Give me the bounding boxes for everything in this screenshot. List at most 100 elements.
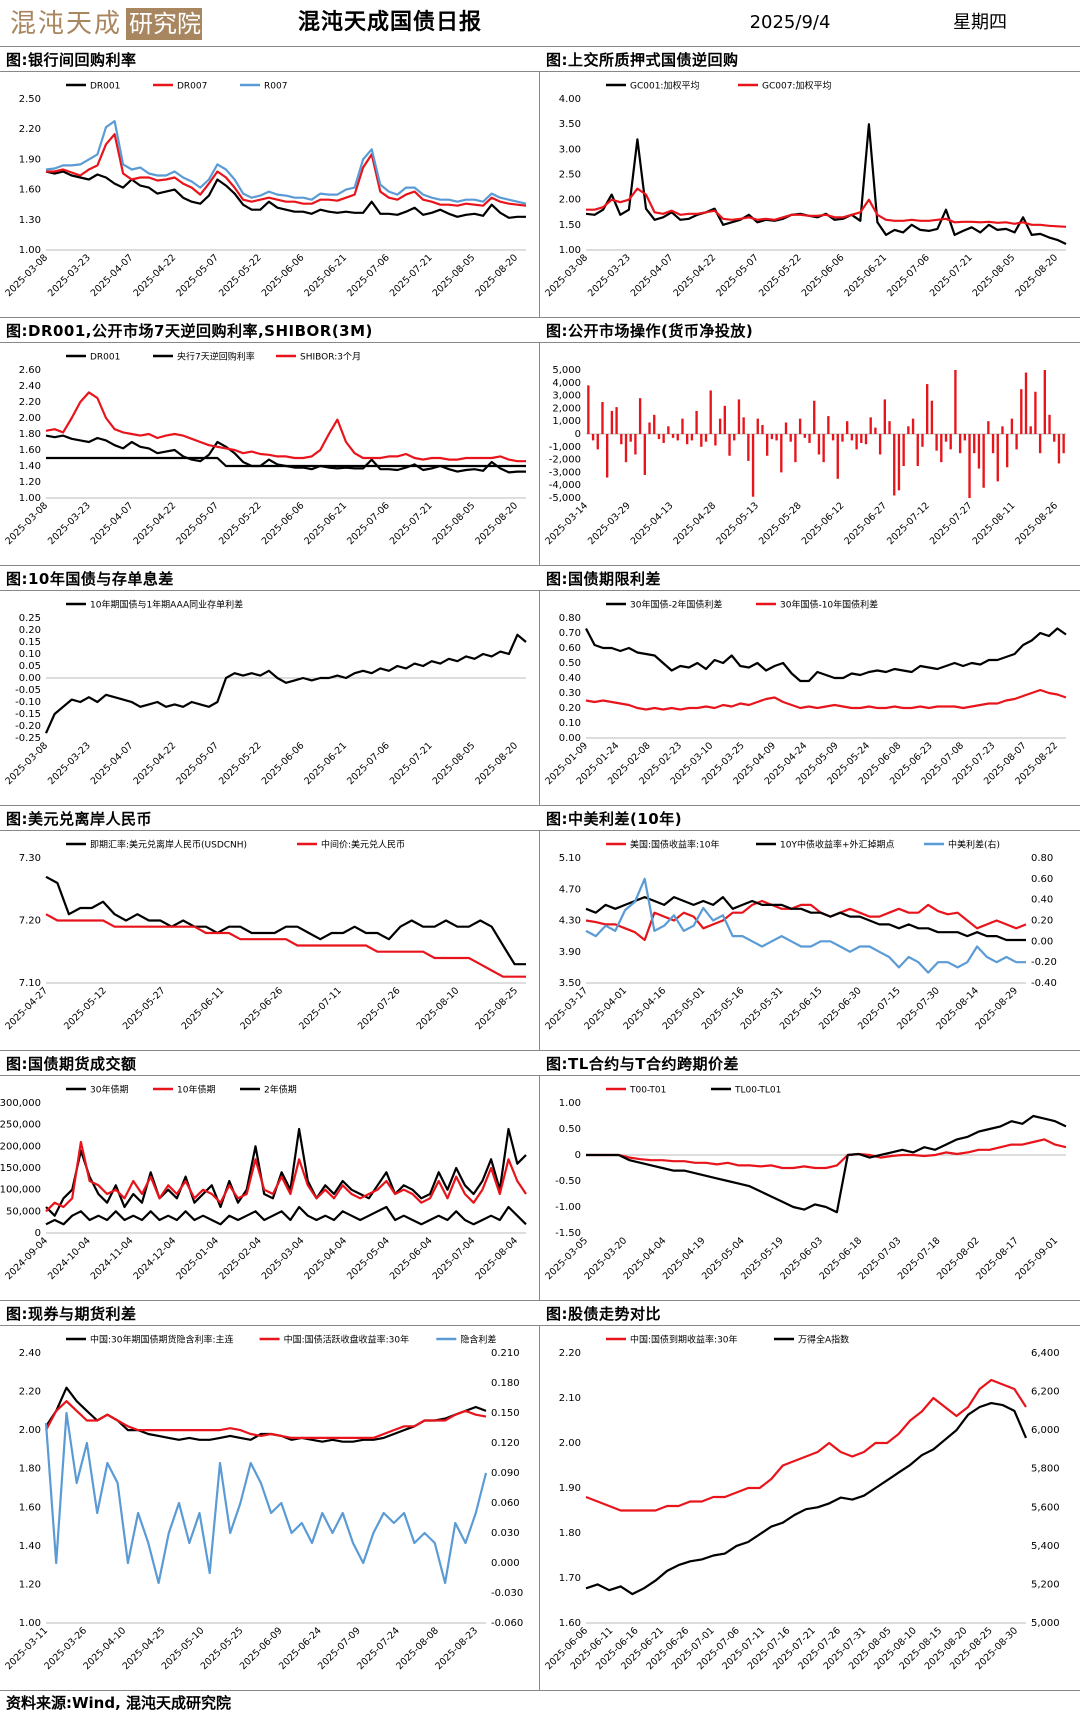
bar xyxy=(657,434,661,440)
x-tick-label: 2025-03-08 xyxy=(3,500,50,547)
legend-label: 即期汇率:美元兑离岸人民币(USDCNH) xyxy=(90,839,247,851)
y2-tick-label: 5,200 xyxy=(1031,1579,1060,1590)
chart-panel: 图:TL合约与T合约跨期价差 1.00 0.50 0 -0.50 -1.00 -1.50 20… xyxy=(540,1050,1080,1300)
y-tick-label: -0.05 xyxy=(15,685,41,696)
bar xyxy=(700,434,703,447)
chart-canvas: 2.40 2.20 2.00 1.80 1.60 1.40 1.20 1.00 0.210 0.1… xyxy=(3,1334,523,1673)
chart-canvas: 1.000.500-0.50-1.00-1.502025-03-052025-0… xyxy=(543,1086,1067,1282)
y-tick-label: 2.50 xyxy=(19,94,41,105)
y-tick-label: 1.80 xyxy=(19,429,41,440)
bar xyxy=(606,434,609,478)
y-tick-label: 1.00 xyxy=(19,245,41,256)
legend-label: 30年债期 xyxy=(90,1084,128,1096)
bar xyxy=(1001,426,1004,434)
x-tick-label: 2025-07-12 xyxy=(885,500,932,547)
legend-label: 中国:国债到期收益率:30年 xyxy=(630,1334,738,1346)
x-tick-label: 2025-04-04 xyxy=(302,1235,349,1282)
legend-label: 10年债期 xyxy=(177,1084,215,1096)
x-tick-label: 2025-04-07 xyxy=(89,740,136,787)
chart-title: 图:公开市场操作(货币净投放) xyxy=(540,317,1080,343)
y-tick-label: 7.20 xyxy=(19,916,41,927)
bar xyxy=(907,426,910,434)
x-tick-label: 2025-07-04 xyxy=(431,1235,478,1282)
report-header: 混沌天成 研究院 混沌天成国债日报 2025/9/4 星期四 xyxy=(0,0,1080,47)
x-tick-label: 2025-05-04 xyxy=(345,1235,392,1282)
bar xyxy=(841,434,844,442)
y-tick-label: 2.00 xyxy=(559,1438,581,1449)
x-tick-label: 2025-04-27 xyxy=(3,985,50,1032)
x-tick-label: 2025-08-20 xyxy=(473,740,520,787)
bar xyxy=(1020,389,1023,434)
y-tick-label: 1.00 xyxy=(559,245,581,256)
x-tick-label: 2025-08-10 xyxy=(415,985,462,1032)
legend-label: 10Y中债收益率+外汇掉期点 xyxy=(780,839,895,851)
bar xyxy=(747,434,750,461)
y-tick-label: 1.00 xyxy=(19,493,41,504)
chart-title: 图:国债期货成交额 xyxy=(0,1050,540,1076)
y-tick-label: 2.20 xyxy=(19,397,41,408)
y-tick-label: 7.30 xyxy=(19,853,41,864)
series-line xyxy=(585,688,1067,711)
x-tick-label: 2025-03-23 xyxy=(46,252,93,299)
legend-label: T00-T01 xyxy=(629,1086,666,1096)
y-tick-label: 0.00 xyxy=(559,733,581,744)
bar xyxy=(601,402,604,434)
x-tick-label: 2025-06-04 xyxy=(388,1235,435,1282)
x-tick-label: 2025-05-22 xyxy=(757,252,804,299)
bar xyxy=(1038,434,1042,454)
y-tick-label: -0.20 xyxy=(15,721,41,732)
y-tick-label: 2.20 xyxy=(559,1348,581,1359)
y-tick-label: -5,000 xyxy=(549,493,581,504)
x-tick-label: 2025-08-05 xyxy=(431,740,478,787)
y-tick-label: 2.20 xyxy=(19,124,41,135)
bar xyxy=(869,417,872,434)
x-tick-label: 2025-04-22 xyxy=(131,500,178,547)
bar xyxy=(761,425,764,434)
x-tick-label: 2025-05-07 xyxy=(174,500,221,547)
x-tick-label: 2025-06-06 xyxy=(800,252,847,299)
x-tick-label: 2025-07-26 xyxy=(356,985,403,1032)
series-line xyxy=(46,133,527,207)
y2-tick-label: 6,000 xyxy=(1031,1425,1060,1436)
y-tick-label: 3.50 xyxy=(559,978,581,989)
bar xyxy=(831,434,835,441)
y-tick-label: -1.50 xyxy=(555,1228,581,1239)
legend-label: 美国:国债收益率:10年 xyxy=(630,839,720,851)
logo-seal-text: 研究院 xyxy=(129,10,201,38)
y-tick-label: 0.20 xyxy=(559,703,581,714)
bar xyxy=(587,385,590,434)
y-tick-label: 1.50 xyxy=(559,220,581,231)
series-line xyxy=(585,877,1026,974)
y-tick-label: 1,000 xyxy=(552,416,581,427)
bar xyxy=(813,400,816,434)
y-tick-label: 100,000 xyxy=(0,1185,41,1196)
bar xyxy=(634,434,637,455)
x-tick-label: 2025-01-04 xyxy=(174,1235,221,1282)
chart-canvas: 4.003.503.002.502.001.501.002025-03-0820… xyxy=(543,80,1067,299)
y-tick-label: 2.60 xyxy=(19,365,41,376)
y-tick-label: 0.50 xyxy=(559,1124,581,1135)
bar xyxy=(883,399,886,434)
y2-tick-label: 5,600 xyxy=(1031,1502,1060,1513)
bar xyxy=(733,434,736,441)
chart-title: 图:股债走势对比 xyxy=(540,1300,1080,1326)
y-tick-label: 250,000 xyxy=(0,1120,41,1131)
chart-panel: 图:国债期限利差 0.80 0.70 0.60 0.50 0.40 0.30 0.20 0.10… xyxy=(540,565,1080,805)
bar xyxy=(798,418,802,434)
bar xyxy=(996,434,999,482)
bar xyxy=(949,434,952,450)
bar xyxy=(638,398,642,434)
chart-canvas: 5.10 4.70 4.30 3.90 3.50 0.80 0.60 0.40 0.20 0.00… xyxy=(543,839,1057,1033)
y-tick-label: 0.20 xyxy=(19,625,41,636)
legend-label: DR001 xyxy=(90,353,120,363)
series-line xyxy=(585,123,1067,245)
bar xyxy=(888,421,891,434)
series-line xyxy=(45,913,526,978)
y2-tick-label: 0.090 xyxy=(491,1468,520,1479)
x-tick-label: 2025-06-06 xyxy=(260,252,307,299)
chart-panel: 图:上交所质押式国债逆回购 4.00 3.50 3.00 2.50 2.00 1.50 1.0… xyxy=(540,46,1080,317)
y-tick-label: 1.40 xyxy=(19,1541,41,1552)
bar xyxy=(737,399,741,434)
bar xyxy=(676,434,679,441)
y-tick-label: 0.15 xyxy=(19,637,41,648)
